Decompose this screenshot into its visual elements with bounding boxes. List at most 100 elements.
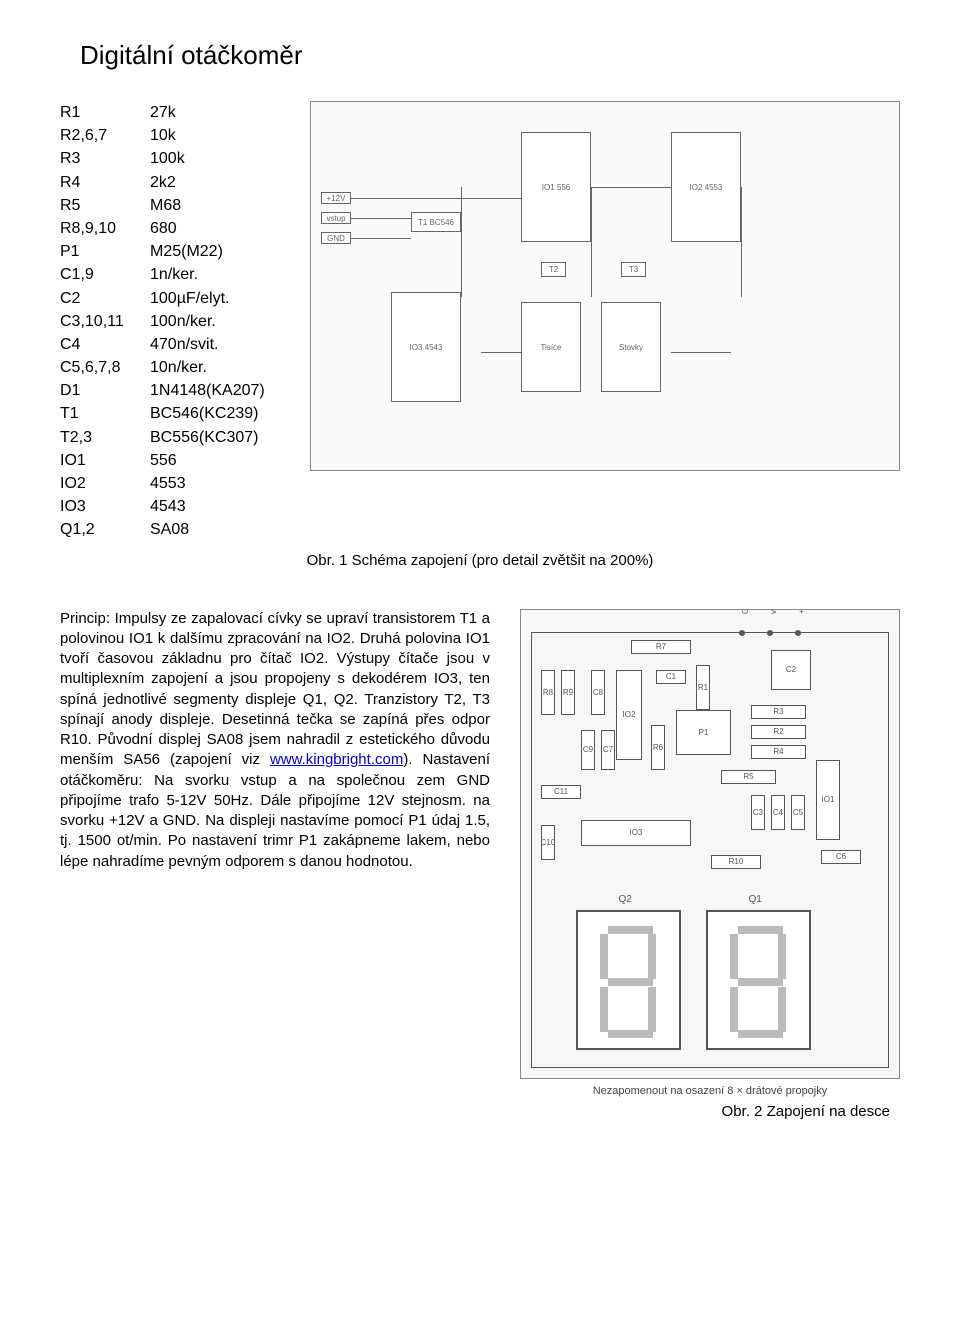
- pcb-component: C4: [771, 795, 785, 830]
- pcb-component: C5: [791, 795, 805, 830]
- pcb-component: R7: [631, 640, 691, 654]
- pcb-component: C10: [541, 825, 555, 860]
- bom-ref: IO3: [60, 495, 150, 518]
- kingbright-link[interactable]: www.kingbright.com: [270, 751, 403, 768]
- bom-val: BC556(KC307): [150, 426, 280, 449]
- bom-val: 10n/ker.: [150, 356, 280, 379]
- bom-ref: P1: [60, 240, 150, 263]
- pcb-pad-label: +12V: [797, 609, 806, 614]
- bom-ref: IO1: [60, 449, 150, 472]
- pcb-component: C9: [581, 730, 595, 770]
- pcb-display: [576, 910, 681, 1050]
- schematic-figure: IO1 556IO2 4553IO3 4543TisíceStovkyT1 BC…: [310, 101, 900, 471]
- bom-ref: D1: [60, 379, 150, 402]
- pcb-pad-label: vstup: [769, 609, 778, 614]
- bom-val: 100k: [150, 147, 280, 170]
- bom-row: R8,9,10680: [60, 217, 280, 240]
- pcb-component: IO1: [816, 760, 840, 840]
- bom-row: R2,6,710k: [60, 124, 280, 147]
- pcb-component: C6: [821, 850, 861, 864]
- bottom-row: Princip: Impulsy ze zapalovací cívky se …: [60, 609, 900, 1120]
- bom-ref: C5,6,7,8: [60, 356, 150, 379]
- bom-val: M25(M22): [150, 240, 280, 263]
- desc-part-1: Princip: Impulsy ze zapalovací cívky se …: [60, 610, 490, 769]
- bom-val: 2k2: [150, 171, 280, 194]
- schematic-block: +12V: [321, 192, 351, 204]
- bom-ref: Q1,2: [60, 518, 150, 541]
- pcb-component: C11: [541, 785, 581, 799]
- bom-row: C1,91n/ker.: [60, 263, 280, 286]
- bom-row: Q1,2SA08: [60, 518, 280, 541]
- bom-ref: C4: [60, 333, 150, 356]
- bom-val: 4543: [150, 495, 280, 518]
- pcb-figure-wrap: GNDvstup+12VR7R8R9C8IO2C1R1C2C9C7R6P1R3R…: [520, 609, 900, 1120]
- schematic-block: T1 BC546: [411, 212, 461, 232]
- pcb-component: P1: [676, 710, 731, 755]
- bom-row: C5,6,7,810n/ker.: [60, 356, 280, 379]
- schematic-block: T3: [621, 262, 646, 277]
- pcb-component: R9: [561, 670, 575, 715]
- bom-val: 4553: [150, 472, 280, 495]
- pcb-component: R8: [541, 670, 555, 715]
- bom-ref: R8,9,10: [60, 217, 150, 240]
- pcb-component: C2: [771, 650, 811, 690]
- schematic-block: T2: [541, 262, 566, 277]
- pcb-pad-label: GND: [741, 609, 750, 614]
- bom-row: R3100k: [60, 147, 280, 170]
- pcb-note: Nezapomenout na osazení 8 × drátové prop…: [520, 1085, 900, 1097]
- pcb-component: IO2: [616, 670, 642, 760]
- bom-val: 100n/ker.: [150, 310, 280, 333]
- schematic-block: IO2 4553: [671, 132, 741, 242]
- pcb-component: R2: [751, 725, 806, 739]
- description-text: Princip: Impulsy ze zapalovací cívky se …: [60, 609, 490, 872]
- bom-row: R127k: [60, 101, 280, 124]
- schematic-block: GND: [321, 232, 351, 244]
- bom-val: SA08: [150, 518, 280, 541]
- bom-ref: IO2: [60, 472, 150, 495]
- pcb-component: R3: [751, 705, 806, 719]
- bom-row: C3,10,11100n/ker.: [60, 310, 280, 333]
- bom-ref: R2,6,7: [60, 124, 150, 147]
- pcb-display: [706, 910, 811, 1050]
- bom-val: 1n/ker.: [150, 263, 280, 286]
- pcb-component: C7: [601, 730, 615, 770]
- pcb-component: IO3: [581, 820, 691, 846]
- bom-ref: C1,9: [60, 263, 150, 286]
- pcb-component: R4: [751, 745, 806, 759]
- bom-ref: C2: [60, 287, 150, 310]
- bom-row: R5M68: [60, 194, 280, 217]
- bom-row: T2,3BC556(KC307): [60, 426, 280, 449]
- bom-row: IO1556: [60, 449, 280, 472]
- schematic-block: IO1 556: [521, 132, 591, 242]
- bom-ref: R4: [60, 171, 150, 194]
- bom-ref: T1: [60, 402, 150, 425]
- bom-val: 680: [150, 217, 280, 240]
- pcb-display-label: Q2: [619, 894, 632, 905]
- bom-val: M68: [150, 194, 280, 217]
- bom-ref: R1: [60, 101, 150, 124]
- bom-val: 1N4148(KA207): [150, 379, 280, 402]
- bom-val: BC546(KC239): [150, 402, 280, 425]
- bom-val: 100µF/elyt.: [150, 287, 280, 310]
- pcb-caption: Obr. 2 Zapojení na desce: [520, 1103, 900, 1120]
- bom-ref: T2,3: [60, 426, 150, 449]
- bom-row: IO24553: [60, 472, 280, 495]
- bom-val: 470n/svit.: [150, 333, 280, 356]
- bom-ref: R3: [60, 147, 150, 170]
- pcb-component: R5: [721, 770, 776, 784]
- bom-row: C2100µF/elyt.: [60, 287, 280, 310]
- pcb-component: R6: [651, 725, 665, 770]
- bom-row: T1BC546(KC239): [60, 402, 280, 425]
- bom-ref: C3,10,11: [60, 310, 150, 333]
- schematic-block: vstup: [321, 212, 351, 224]
- schematic-block: Stovky: [601, 302, 661, 392]
- bom-row: R42k2: [60, 171, 280, 194]
- bom-row: C4470n/svit.: [60, 333, 280, 356]
- bom-table: R127kR2,6,710kR3100kR42k2R5M68R8,9,10680…: [60, 101, 280, 542]
- pcb-component: C8: [591, 670, 605, 715]
- bom-row: P1M25(M22): [60, 240, 280, 263]
- bom-row: IO34543: [60, 495, 280, 518]
- bom-ref: R5: [60, 194, 150, 217]
- pcb-component: C3: [751, 795, 765, 830]
- bom-val: 10k: [150, 124, 280, 147]
